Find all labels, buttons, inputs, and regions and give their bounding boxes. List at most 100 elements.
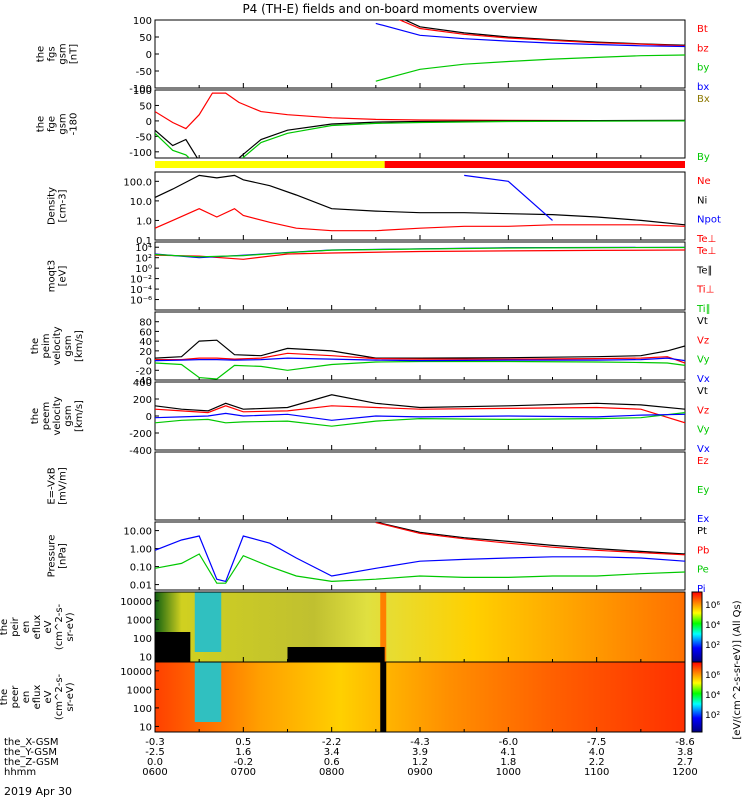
- panel-frame: [154, 19, 686, 89]
- ytick-label: 0.1: [136, 236, 152, 247]
- legend-Ne: Ne: [697, 176, 711, 187]
- axis-value: 1.8: [500, 757, 516, 768]
- ylabel-line: peem: [41, 402, 52, 430]
- ytick-label: 1.00: [130, 545, 152, 556]
- low-flux-column: [194, 662, 222, 722]
- series-Vx: [155, 357, 685, 362]
- axis-value: 2.7: [677, 757, 693, 768]
- series-Pt: [375, 522, 685, 555]
- colorbar-tick: 10²: [705, 641, 720, 651]
- axis-value: 3.4: [324, 747, 340, 758]
- ylabel-line: eV: [43, 620, 54, 633]
- ylabel-line: velocity: [52, 326, 63, 365]
- axis-value: 0.5: [235, 737, 251, 748]
- ytick-label: 0: [146, 412, 152, 423]
- axis-value: 0900: [407, 767, 432, 778]
- panel-frame: [154, 311, 686, 381]
- ytick-label: -100: [129, 84, 152, 95]
- ytick-label: -200: [129, 429, 152, 440]
- legend-Ni: Ni: [697, 195, 707, 206]
- ylabel-line: [cm-3]: [58, 189, 69, 222]
- ylabel-line: eflux: [32, 615, 43, 640]
- series-Ni: [155, 174, 685, 226]
- ylabel-line: [nPa]: [58, 543, 69, 569]
- panel-ylabel: thefgsgsm[nT]: [36, 43, 80, 64]
- ytick-label: 10⁻²: [130, 275, 152, 286]
- ylabel-line: gsm: [63, 405, 74, 426]
- ylabel-line: sr-eV): [65, 612, 76, 641]
- ylabel-line: E=-VxB: [47, 467, 58, 504]
- ytick-label: 200: [133, 395, 152, 406]
- panel-fge: thefgegsm-180 100 50 0 -50 -100 Bx By: [36, 86, 710, 163]
- series-Ne: [155, 208, 685, 232]
- low-flux-column: [194, 592, 222, 652]
- series-Ti∥: [155, 246, 685, 258]
- series-Vy: [155, 412, 685, 427]
- legend-Bt: Bt: [697, 24, 708, 35]
- ytick-label: 20: [139, 347, 152, 358]
- ylabel-line: en: [21, 621, 32, 634]
- series-Pb: [375, 522, 685, 556]
- panel-peem_velocity: thepeemvelocitygsm[km/s] 400 200 0 -200 -400 V…: [30, 378, 710, 457]
- ylabel-line: peim: [41, 333, 52, 358]
- legend-Vy: Vy: [697, 425, 710, 436]
- ylabel-line: Density: [47, 187, 58, 225]
- ylabel-line: gsm: [58, 113, 69, 134]
- plot-title: P4 (TH-E) fields and on-board moments ov…: [242, 2, 537, 16]
- ylabel-line: peer: [10, 685, 21, 709]
- colorbars: 10⁶ 10⁴ 10² 10⁶ 10⁴ 10² [eV/(cm^2-s-sr-eV)] (A…: [691, 591, 743, 740]
- ytick-label: 80: [139, 318, 152, 329]
- ylabel-line: fgs: [47, 46, 58, 61]
- colorbar: [691, 661, 703, 733]
- colorbar-tick: 10⁴: [705, 621, 720, 631]
- ytick-label: 40: [139, 337, 152, 348]
- ytick-label: 0.10: [130, 563, 152, 574]
- legend-Te∥: Te∥: [696, 265, 713, 276]
- ytick-label: -40: [136, 376, 152, 387]
- axis-value: -6.0: [499, 737, 519, 748]
- ytick-label: 10: [139, 652, 152, 663]
- ytick-label: 10²: [135, 254, 152, 265]
- axis-value: -4.3: [410, 737, 430, 748]
- legend-Vx: Vx: [697, 444, 710, 455]
- ytick-label: 10⁻⁴: [130, 285, 152, 296]
- panels: thefgsgsm[nT]100500-50-100Btbzbybxthefge…: [0, 16, 721, 733]
- panel-frame: [154, 89, 686, 159]
- axis-value: 1100: [584, 767, 609, 778]
- legend-Te⊥: Te⊥: [696, 246, 716, 257]
- ytick-label: -20: [136, 366, 152, 377]
- ylabel-line: peir: [10, 616, 21, 636]
- legend-Ti∥: Ti∥: [696, 304, 711, 315]
- series-Pi: [155, 535, 685, 583]
- ytick-label: 100: [133, 634, 152, 645]
- ytick-label: 0: [146, 50, 152, 61]
- data-gap: [380, 592, 387, 662]
- legend-Pb: Pb: [697, 545, 709, 556]
- legend-Pt: Pt: [697, 526, 707, 537]
- panel-peir: thepeirenefluxeV(cm^2-s-sr-eV) 10000 1000 1…: [0, 591, 686, 663]
- legend-Vy: Vy: [697, 355, 710, 366]
- axis-value: 0.6: [324, 757, 340, 768]
- legend-Pi: Pi: [697, 584, 706, 595]
- legend-Vz: Vz: [697, 335, 709, 346]
- date-label: 2019 Apr 30: [4, 785, 72, 798]
- ytick-label: -50: [136, 67, 152, 78]
- series-bz: [155, 92, 685, 130]
- series-Te: [155, 249, 685, 260]
- panel-peer: thepeerenefluxeV(cm^2-s-sr-eV) 10000 1000 1…: [0, 661, 686, 733]
- legend-bz: bz: [697, 43, 709, 54]
- ylabel-line: [nT]: [69, 44, 80, 64]
- ytick-label: 100.0: [123, 177, 152, 188]
- series-Vy: [155, 360, 685, 380]
- series-bz: [398, 20, 685, 47]
- series-bx: [375, 22, 685, 48]
- colorbar-label: [eV/(cm^2-s-sr-eV)] (All Qs): [732, 600, 743, 739]
- axis-value: 3.8: [677, 747, 693, 758]
- panel-ylabel: thepeimvelocitygsm[km/s]: [30, 326, 85, 365]
- legend-Pe: Pe: [697, 565, 709, 576]
- series-Vt: [155, 394, 685, 412]
- ytick-label: 1.0: [136, 216, 152, 227]
- series-by: [155, 120, 685, 158]
